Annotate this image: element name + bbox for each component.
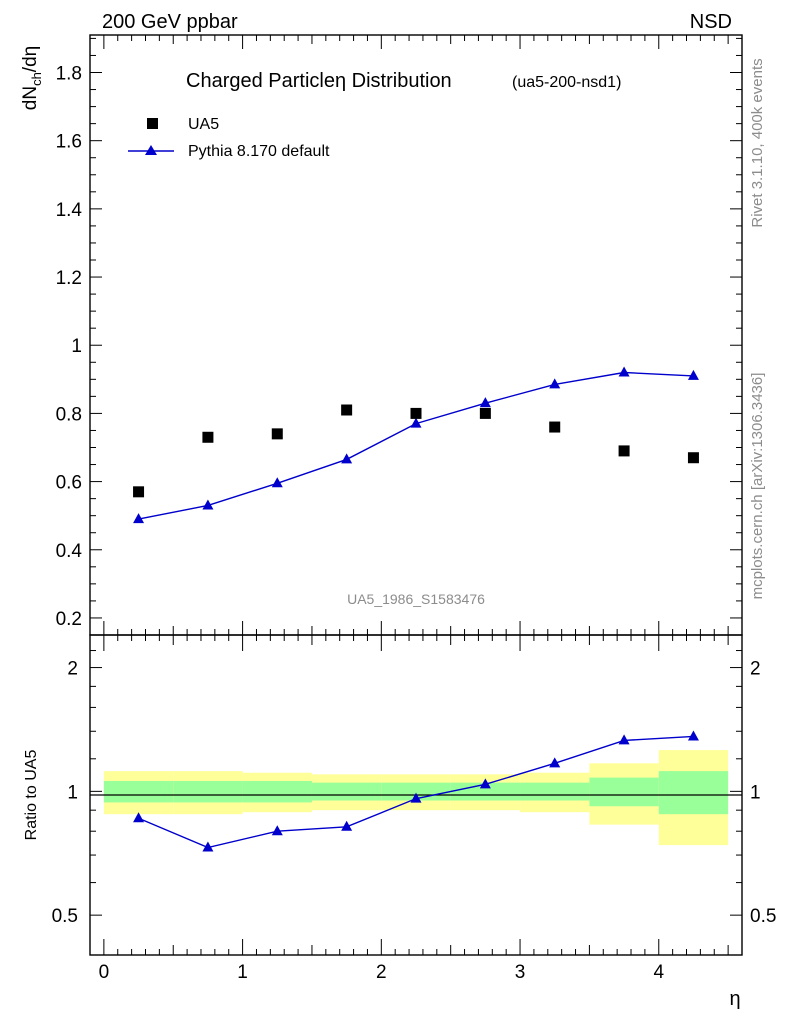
- main-y-tick-label: 0.6: [56, 473, 82, 494]
- ratio-point: [202, 841, 214, 852]
- ua5-point: [549, 421, 561, 433]
- pythia-point: [618, 366, 630, 377]
- pythia-line: [138, 371, 694, 520]
- main-y-tick-label: 1.6: [56, 132, 82, 153]
- band-inner: [173, 780, 243, 803]
- pythia-point: [271, 477, 283, 488]
- legend-pythia-marker: [145, 145, 157, 155]
- header-left: 200 GeV ppbar: [102, 11, 238, 33]
- ratio-point: [618, 734, 630, 745]
- band-inner: [520, 782, 590, 801]
- svg-text:dNch/dη: dNch/dη: [20, 46, 44, 110]
- chart-title-tag: (ua5-200-nsd1): [512, 74, 621, 91]
- ratio-y-tick-label-left: 0.5: [52, 906, 78, 927]
- pythia-point: [479, 397, 491, 408]
- header-right: NSD: [690, 11, 732, 33]
- ratio-point: [479, 778, 491, 789]
- ratio-point: [410, 792, 422, 803]
- main-series-layer: [133, 366, 699, 524]
- main-y-tick-label: 0.8: [56, 404, 82, 425]
- ua5-point: [202, 431, 214, 443]
- main-y-tick-label: 0.2: [56, 609, 82, 630]
- ratio-panel-frame: [89, 634, 743, 956]
- ratio-point: [341, 820, 353, 831]
- ua5-point: [479, 407, 491, 419]
- pythia-point: [133, 513, 145, 524]
- ratio-point: [687, 730, 699, 741]
- legend-ua5-marker: [147, 118, 158, 129]
- ratio-point: [549, 757, 561, 768]
- ua5-point: [133, 486, 145, 498]
- analysis-id: UA5_1986_S1583476: [347, 591, 485, 607]
- x-tick-label: 1: [237, 962, 248, 983]
- pythia-point: [410, 417, 422, 428]
- rivet-label: Rivet 3.1.10, 400k events: [749, 58, 766, 227]
- ratio-y-tick-label-left: 2: [67, 659, 78, 680]
- ua5-point: [618, 445, 630, 457]
- main-y-tick-label: 1: [71, 336, 82, 357]
- x-tick-label: 0: [99, 962, 110, 983]
- mcplots-label: mcplots.cern.ch [arXiv:1306.3436]: [749, 373, 766, 600]
- legend-pythia-label: Pythia 8.170 default: [188, 143, 330, 160]
- ratio-point: [133, 812, 145, 823]
- main-y-tick-label: 1.4: [56, 200, 83, 221]
- main-y-tick-label: 1.2: [56, 268, 82, 289]
- ratio-uncertainty-bands: [103, 750, 729, 846]
- pythia-point: [549, 378, 561, 389]
- ua5-point: [410, 407, 422, 419]
- band-inner: [311, 782, 382, 801]
- main-y-tick-label: 0.4: [56, 541, 83, 562]
- ua5-point: [341, 404, 353, 416]
- ratio-y-tick-label-right: 0.5: [750, 906, 776, 927]
- band-inner: [103, 780, 174, 803]
- ratio-y-tick-label-right: 1: [750, 782, 761, 803]
- band-inner: [589, 777, 659, 807]
- ratio-point: [271, 825, 283, 836]
- x-tick-label: 3: [515, 962, 526, 983]
- ratio-axis-ticks: 0.5 0.5 1 1 2 2 0 1 2 3 4: [52, 634, 776, 983]
- main-ylabel: dNch/dη: [20, 46, 44, 110]
- chart-title: Charged Particleη Distribution: [186, 70, 452, 92]
- ua5-point: [687, 452, 699, 464]
- main-y-tick-label: 1.8: [56, 64, 82, 85]
- legend-ua5-label: UA5: [188, 116, 219, 133]
- band-inner: [381, 782, 451, 801]
- ratio-y-tick-label-left: 1: [67, 782, 78, 803]
- band-inner: [658, 771, 729, 815]
- main-axis-ticks: 0.2 0.4 0.6 0.8 1 1.2 1.4 1.6 1.8: [56, 35, 742, 636]
- ratio-y-tick-label-right: 2: [750, 659, 761, 680]
- ratio-ylabel: Ratio to UA5: [23, 750, 40, 841]
- x-axis-label: η: [729, 988, 740, 1010]
- pythia-point: [202, 499, 214, 510]
- x-tick-label: 2: [376, 962, 387, 983]
- band-inner: [450, 782, 521, 801]
- x-tick-label: 4: [653, 962, 664, 983]
- band-inner: [242, 780, 312, 803]
- ua5-point: [271, 428, 283, 440]
- ratio-series-layer: [133, 730, 699, 852]
- pythia-point: [341, 453, 353, 464]
- pythia-point: [687, 369, 699, 380]
